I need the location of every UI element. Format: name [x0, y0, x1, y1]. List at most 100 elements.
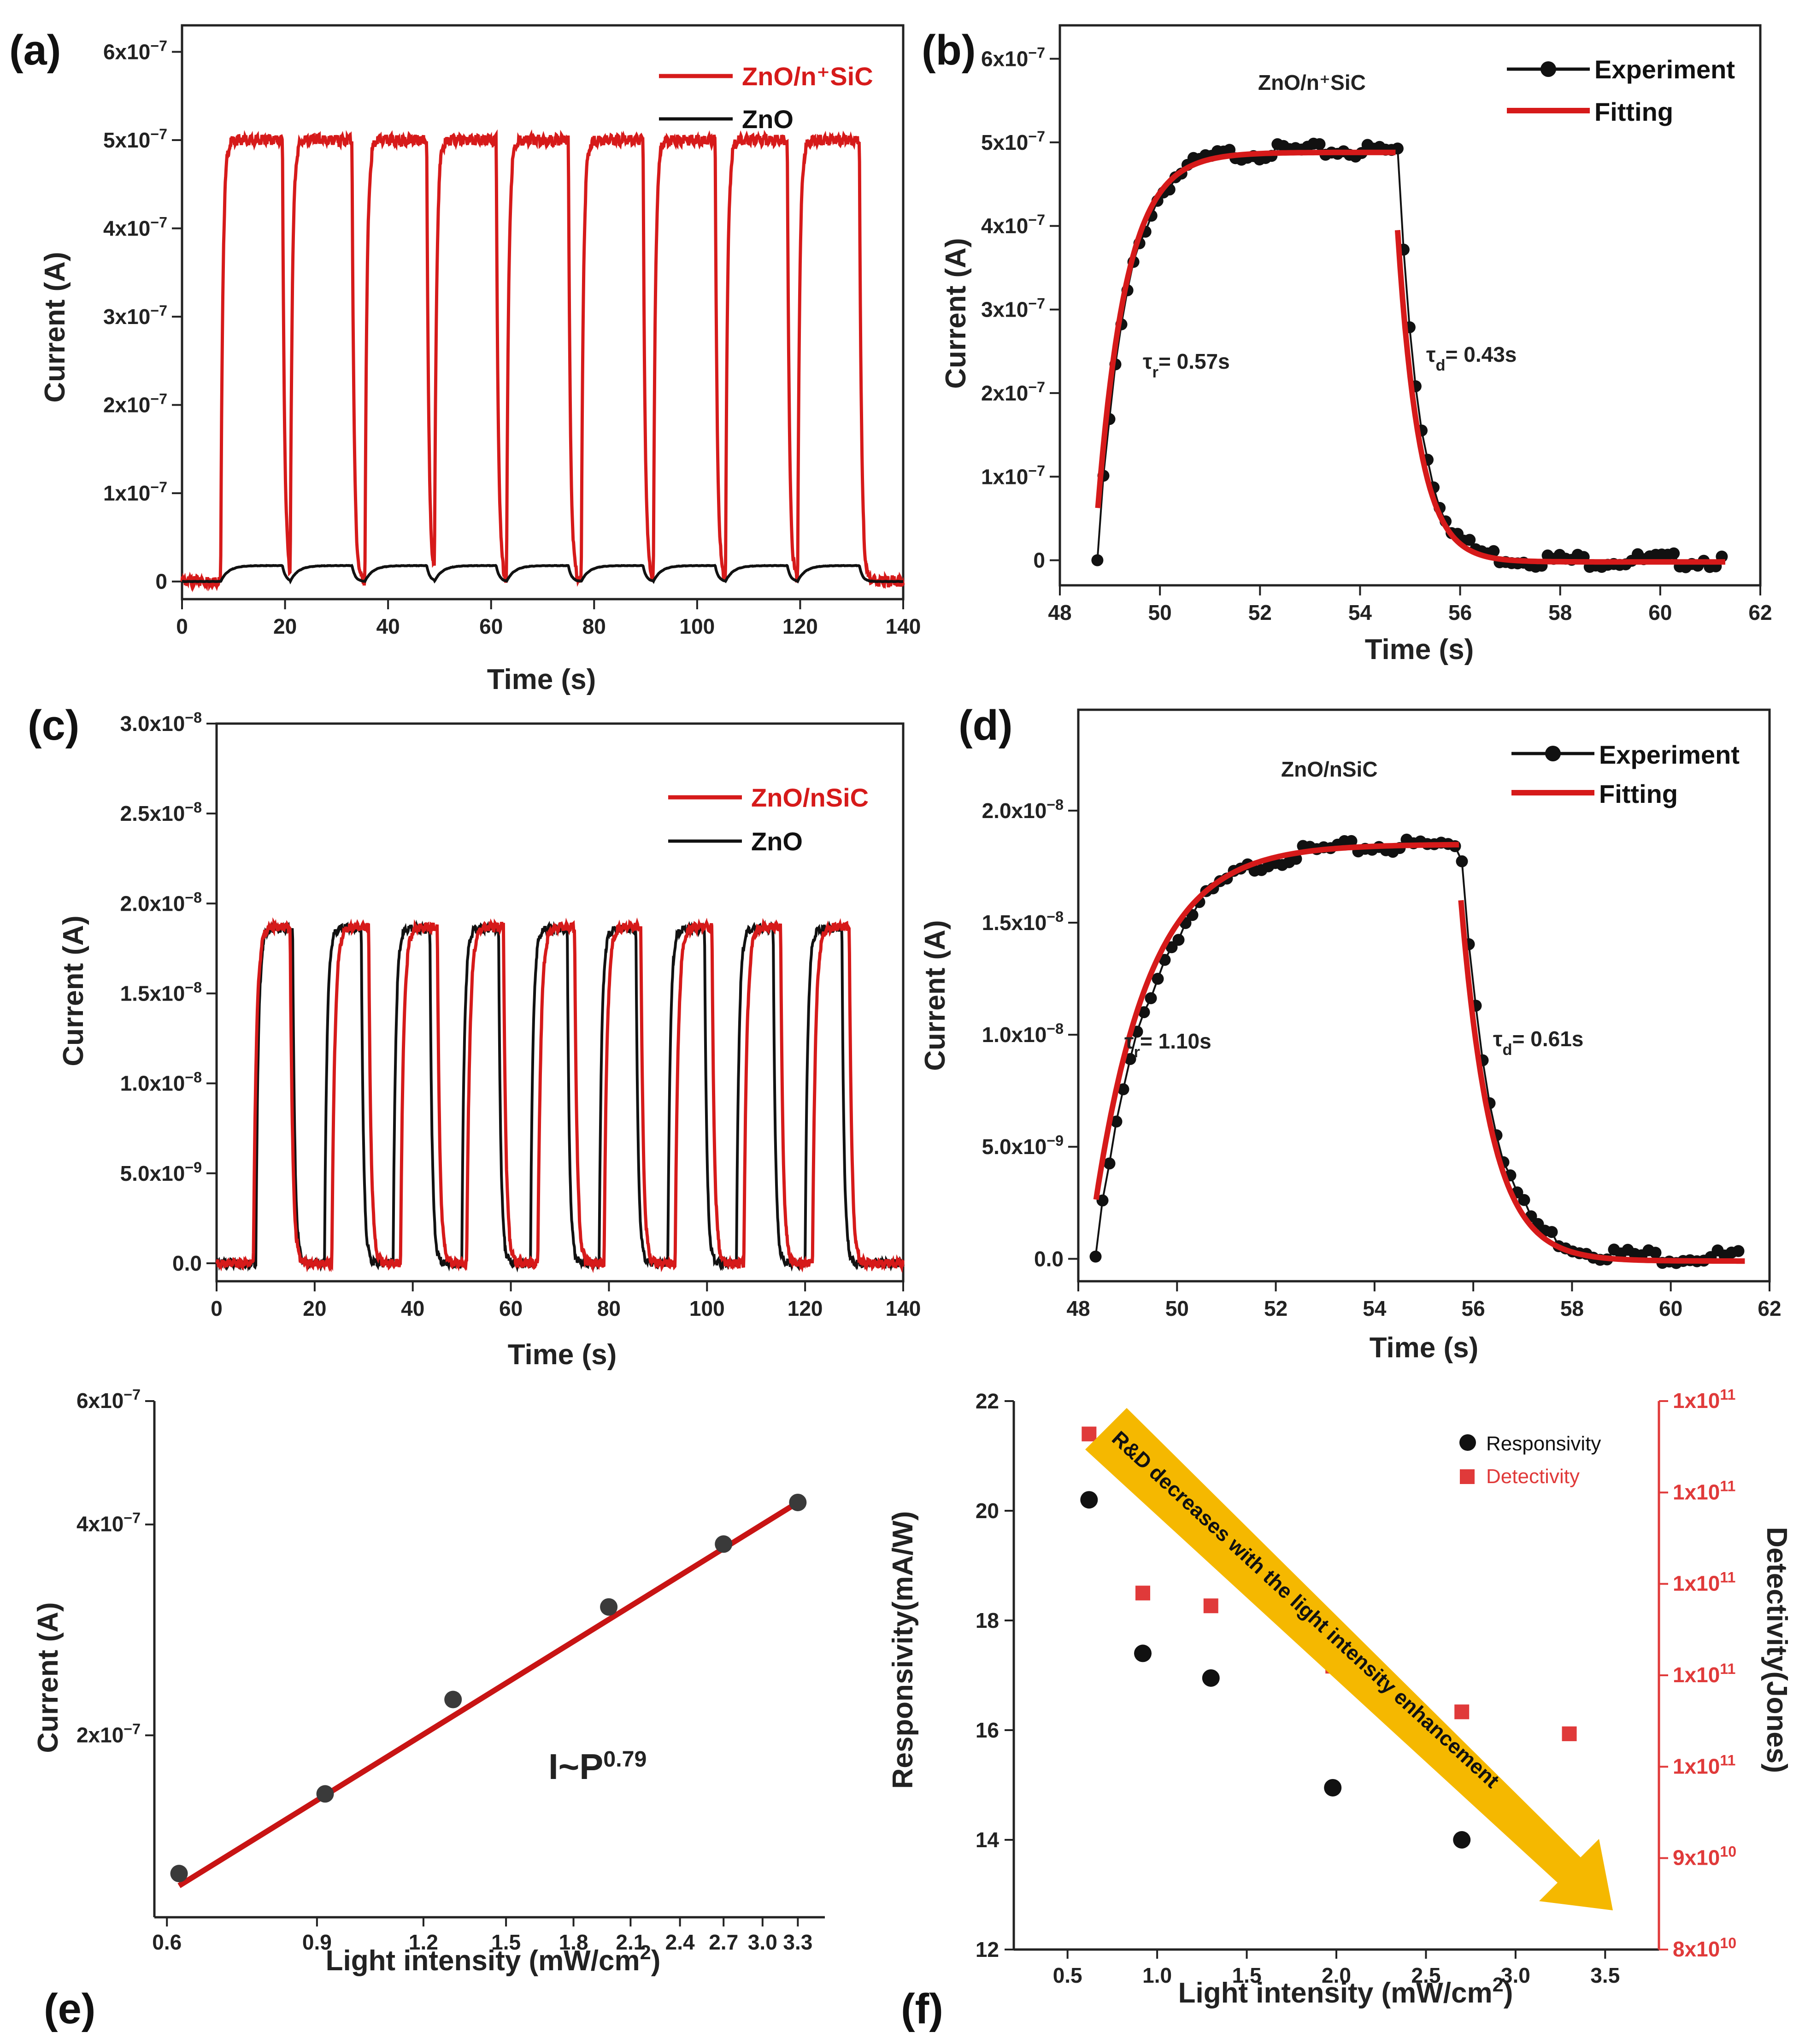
- panel-a-xtick-label: 60: [479, 614, 503, 638]
- panel-b-xtick-label: 60: [1648, 601, 1672, 624]
- panel-c-label: (c): [28, 702, 79, 749]
- panel-d-plot-frame: [1077, 708, 1771, 1283]
- panel-d-xtick-label: 50: [1165, 1296, 1189, 1320]
- panel-d-experiment-point: [1172, 934, 1185, 946]
- trend-arrow-shape: [1085, 1408, 1613, 1910]
- panel-e-xtick-label: 2.7: [709, 1930, 738, 1954]
- panel-b-legend-text-1: Fitting: [1594, 97, 1673, 126]
- panel-f-detectivity-point: [1454, 1704, 1470, 1720]
- panel-a-xtick-label: 80: [582, 614, 606, 638]
- panel-f-xtick-label: 3.0: [1501, 1963, 1530, 1987]
- panel-d-experiment-point: [1103, 1157, 1116, 1170]
- panel-e-data-point: [444, 1691, 462, 1708]
- panel-b-xtick-label: 50: [1148, 601, 1172, 624]
- panel-a-series-zno: [182, 564, 904, 585]
- panel-c-xtick-label: 80: [597, 1296, 621, 1320]
- panel-a-xtick-label: 100: [679, 614, 715, 638]
- panel-d-legend: Experiment Fitting: [1511, 740, 1740, 808]
- panel-d-xtick-label: 60: [1659, 1296, 1682, 1320]
- panel-f-xtick-label: 2.0: [1322, 1963, 1351, 1987]
- panel-a-label: (a): [9, 27, 61, 74]
- panel-e-xtick-label: 3.0: [748, 1930, 777, 1954]
- panel-f-xtick-label: 3.5: [1590, 1963, 1620, 1987]
- panel-d-legend-text-1: Fitting: [1599, 779, 1678, 808]
- panel-c-xlabel: Time (s): [508, 1339, 617, 1371]
- panel-c-plot-frame: [215, 722, 905, 1283]
- panel-d-experiment-point: [1089, 1250, 1102, 1263]
- panel-e-xtick-label: 2.1: [616, 1930, 645, 1954]
- panel-a-plot-frame: [181, 24, 905, 601]
- panel-d-ylabel: Current (A): [919, 920, 951, 1071]
- panel-f-responsivity-point: [1134, 1644, 1152, 1662]
- panel-e-xlabel: Light intensity (mW/cm2): [326, 1942, 661, 1977]
- panel-d-fit-decay: [1458, 900, 1745, 1264]
- panel-d-experiment-point: [1110, 1115, 1123, 1128]
- panel-e-data-point: [316, 1785, 334, 1803]
- panel-d-experiment-point: [1456, 855, 1468, 867]
- panel-b-experiment-point: [1464, 534, 1476, 546]
- panel-c-ytick-label: 0.0: [172, 1251, 202, 1275]
- panel-d-experiment-point: [1117, 1083, 1129, 1096]
- panel-b-xtick-label: 58: [1548, 601, 1572, 624]
- panel-f-ytick-label: 20: [976, 1499, 999, 1523]
- panel-d-experiment-point: [1124, 1053, 1136, 1065]
- panel-b-chart: (b) 48 50 52 54 56 58 60 6201x10−72x10−73x10−74…: [922, 24, 1772, 666]
- panel-e-chart: (e) 0.6 0.9 1.2 1.5 1.8 2.1 2.4 2.7 3.0 3.32x10−7…: [32, 1386, 825, 2032]
- panel-d-xtick-label: 58: [1560, 1296, 1584, 1320]
- panel-d-label: (d): [958, 702, 1012, 749]
- panel-e-data-point: [600, 1598, 618, 1616]
- panel-e-fit-line: [177, 1500, 800, 1888]
- panel-e-xtick-label: 1.5: [491, 1930, 521, 1954]
- panel-d-experiment-point: [1345, 835, 1358, 847]
- panel-b-xtick-label: 56: [1448, 601, 1472, 624]
- panel-d-legend-marker-0: [1545, 746, 1561, 761]
- panel-d-fit-rise: [1093, 842, 1459, 1200]
- panel-b-xtick-label: 62: [1748, 601, 1772, 624]
- panel-d-xtick-label: 54: [1363, 1296, 1387, 1320]
- panel-c-xtick-label: 0: [211, 1296, 223, 1320]
- panel-d-experiment-point: [1546, 1226, 1558, 1238]
- panel-e-data-point: [789, 1493, 807, 1511]
- panel-d-xtick-label: 48: [1066, 1296, 1090, 1320]
- panel-e-xtick-label: 0.9: [302, 1930, 332, 1954]
- panel-d-xtick-label: 62: [1758, 1296, 1781, 1320]
- panel-d-xlabel: Time (s): [1370, 1332, 1479, 1364]
- panel-a-chart: (a) 0 20 40 60 80 100 120 14001x10−72x10−73x10−…: [9, 24, 921, 695]
- panel-f-detectivity-point: [1135, 1585, 1150, 1601]
- panel-f-responsivity-point: [1202, 1669, 1220, 1687]
- panel-a-xtick-label: 140: [886, 614, 921, 638]
- panel-f-y2label: Detectivity(Jones): [1761, 1527, 1793, 1773]
- panel-f-ytick-label: 14: [976, 1828, 1000, 1852]
- panel-b-xtick-label: 52: [1248, 601, 1272, 624]
- panel-d-xtick-label: 56: [1462, 1296, 1485, 1320]
- panel-f-xtick-label: 0.5: [1053, 1963, 1082, 1987]
- panel-c-xtick-label: 20: [303, 1296, 326, 1320]
- panel-f-detectivity-point: [1082, 1426, 1097, 1442]
- panel-f-legend-marker-1: [1460, 1469, 1475, 1484]
- panel-d-sample-label: ZnO/nSiC: [1281, 757, 1378, 781]
- panel-a-legend-text-0: ZnO/n⁺SiC: [742, 62, 873, 91]
- panel-e-ytick-label: 6x10−7: [76, 1386, 141, 1413]
- panel-e-xtick-label: 1.2: [409, 1930, 438, 1954]
- panel-b-label: (b): [922, 27, 976, 74]
- panel-f-detectivity-point: [1203, 1598, 1218, 1614]
- panel-a-legend-text-1: ZnO: [742, 105, 794, 134]
- panel-f-legend: Responsivity Detectivity: [1459, 1432, 1601, 1488]
- panel-a-xtick-label: 0: [176, 614, 188, 638]
- panel-c-xtick-label: 40: [401, 1296, 424, 1320]
- panel-f-ytick-label: 16: [976, 1718, 999, 1742]
- panel-a-xtick-label: 20: [273, 614, 297, 638]
- panel-b-xlabel: Time (s): [1365, 634, 1474, 666]
- panel-d-ytick-label: 0.0: [1034, 1247, 1064, 1271]
- panel-d-experiment-point: [1649, 1247, 1662, 1259]
- panel-f-ytick-label: 18: [976, 1608, 999, 1632]
- panel-d-legend-text-0: Experiment: [1599, 740, 1740, 769]
- panel-d-experiment-point: [1518, 1194, 1530, 1206]
- panel-b-ytick-label: 1x10−7: [981, 462, 1045, 489]
- panel-d-experiment-point: [1145, 992, 1157, 1004]
- panel-e-xtick-label: 3.3: [783, 1930, 812, 1954]
- panel-f-responsivity-point: [1453, 1831, 1471, 1849]
- panel-b-sample-label: ZnO/n⁺SiC: [1258, 71, 1366, 94]
- panel-f-ylabel: Responsivity(mA/W): [887, 1511, 919, 1789]
- panel-d-xtick-label: 52: [1264, 1296, 1288, 1320]
